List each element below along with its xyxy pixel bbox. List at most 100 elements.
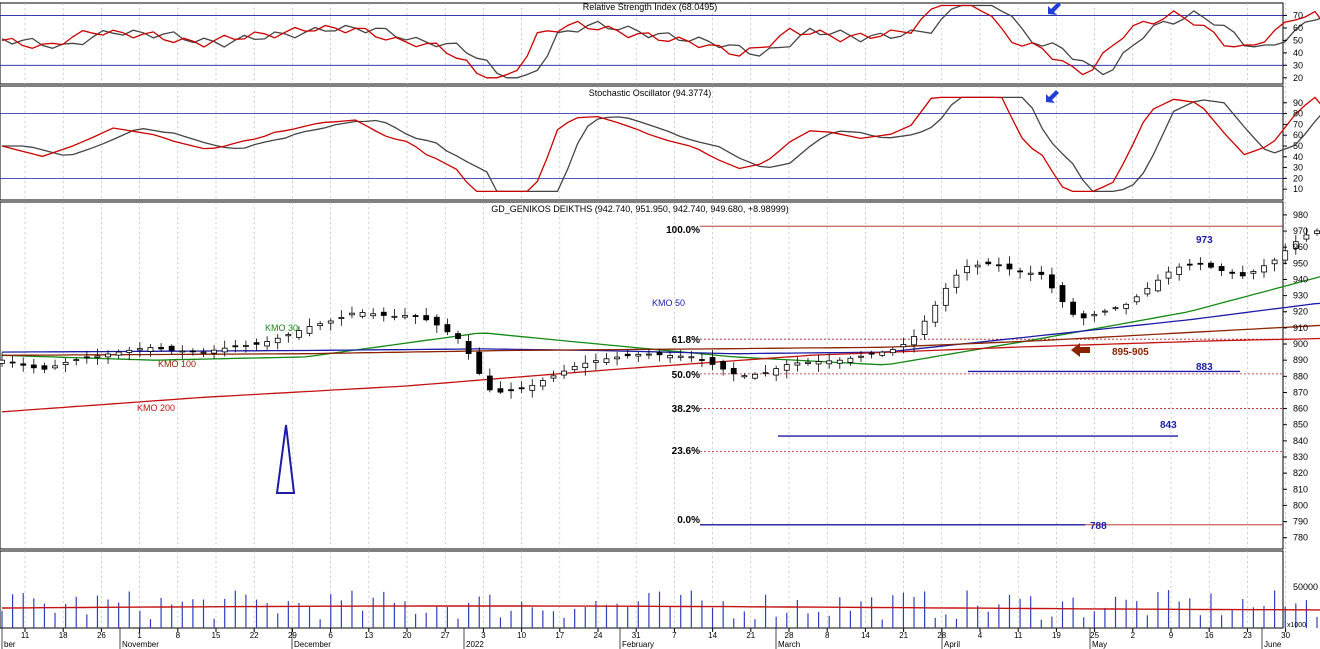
x-day-label: 10 <box>517 631 526 640</box>
candle-body <box>264 341 271 347</box>
candle-body <box>1102 310 1108 313</box>
resistance-arrow-icon <box>1071 343 1090 357</box>
candle-body <box>762 372 769 375</box>
candle-body <box>550 375 557 379</box>
stoch-tick-label: 50 <box>1293 141 1303 151</box>
candle-body <box>858 355 864 358</box>
candle-body <box>423 315 430 321</box>
candle-body <box>1038 271 1045 275</box>
level-label-895-905: 895-905 <box>1112 347 1149 358</box>
candle-body <box>380 311 387 316</box>
rsi-tick-label: 60 <box>1293 23 1303 33</box>
candle-body <box>1091 314 1098 317</box>
stoch-tick-label: 90 <box>1293 98 1303 108</box>
candle-body <box>52 365 58 369</box>
price-tick-label: 920 <box>1293 307 1308 317</box>
candle-body <box>168 345 175 351</box>
fib-label-618: 61.8% <box>672 335 700 346</box>
candle-body <box>592 360 599 363</box>
x-day-label: 28 <box>785 631 794 640</box>
stoch-title: Stochastic Oscillator (94.3774) <box>589 88 712 98</box>
candle-body <box>1282 250 1289 261</box>
candle-body <box>62 362 69 366</box>
x-day-label: 14 <box>708 631 717 640</box>
level-label-973: 973 <box>1196 235 1213 246</box>
candle-body <box>974 264 981 268</box>
x-day-label: 21 <box>746 631 755 640</box>
candle-body <box>624 353 631 357</box>
candle-body <box>900 344 907 348</box>
candle-body <box>232 345 239 348</box>
candle-body <box>614 356 620 360</box>
candle-body <box>338 316 345 319</box>
price-tick-label: 940 <box>1293 274 1308 284</box>
stoch-tick-label: 20 <box>1293 173 1303 183</box>
candle-body <box>1144 287 1151 295</box>
level-label-883: 883 <box>1196 362 1213 373</box>
candle-body <box>158 347 164 350</box>
rsi-title: Relative Strength Index (68.0495) <box>583 2 718 12</box>
x-month-label: ber <box>4 640 16 649</box>
candle-body <box>317 323 324 327</box>
price-tick-label: 780 <box>1293 533 1308 543</box>
candle-body <box>730 368 737 375</box>
candle-body <box>964 266 970 274</box>
candle-body <box>836 359 843 364</box>
candle-body <box>94 355 101 358</box>
candle-body <box>889 349 896 354</box>
fib-label-382: 38.2% <box>672 404 700 415</box>
x-day-label: 2 <box>1131 631 1136 640</box>
candle-body <box>508 389 514 392</box>
candle-body <box>826 360 833 365</box>
x-day-label: 1 <box>137 631 142 640</box>
candle-body <box>582 362 589 368</box>
panel-frame <box>0 85 1284 201</box>
candle-body <box>105 353 111 358</box>
candle-body <box>349 312 355 316</box>
candle-body <box>529 384 536 391</box>
price-tick-label: 850 <box>1293 420 1308 430</box>
candle-body <box>1218 266 1225 271</box>
stoch-tick-label: 10 <box>1293 184 1303 194</box>
stoch-signal-line <box>2 96 1320 193</box>
candle-body <box>783 364 790 371</box>
x-day-label: 7 <box>672 631 677 640</box>
candle-body <box>9 361 16 364</box>
candle-body <box>656 352 663 356</box>
price-tick-label: 930 <box>1293 291 1308 301</box>
candle-body <box>253 342 260 345</box>
x-month-label: May <box>1092 640 1107 649</box>
candle-body <box>539 380 546 387</box>
ma-line-kmo200 <box>1 337 1320 413</box>
candle-body <box>433 316 440 326</box>
candle-body <box>402 315 408 318</box>
candle-body <box>942 287 949 306</box>
candle-body <box>497 388 504 393</box>
candle-body <box>1239 272 1246 277</box>
candle-body <box>465 341 472 355</box>
candle-body <box>0 359 5 364</box>
candle-body <box>476 351 483 374</box>
price-tick-label: 900 <box>1293 339 1308 349</box>
candle-body <box>1048 274 1055 289</box>
candle-body <box>1165 271 1172 279</box>
stoch-tick-label: 60 <box>1293 130 1303 140</box>
x-day-label: 14 <box>861 631 870 640</box>
price-tick-label: 910 <box>1293 323 1308 333</box>
price-tick-label: 830 <box>1293 452 1308 462</box>
candle-body <box>1229 271 1236 274</box>
price-tick-label: 840 <box>1293 436 1308 446</box>
candle-body <box>709 357 716 365</box>
candle-body <box>1017 270 1023 273</box>
rsi-tick-label: 70 <box>1293 10 1303 20</box>
x-day-label: 25 <box>1090 631 1099 640</box>
price-tick-label: 880 <box>1293 371 1308 381</box>
stoch-tick-label: 30 <box>1293 163 1303 173</box>
x-day-label: 22 <box>250 631 259 640</box>
candle-body <box>921 320 928 335</box>
candle-body <box>1123 303 1130 309</box>
candle-body <box>1155 279 1161 292</box>
price-tick-label: 790 <box>1293 517 1308 527</box>
x-month-label: December <box>294 640 331 649</box>
candle-body <box>571 365 578 371</box>
